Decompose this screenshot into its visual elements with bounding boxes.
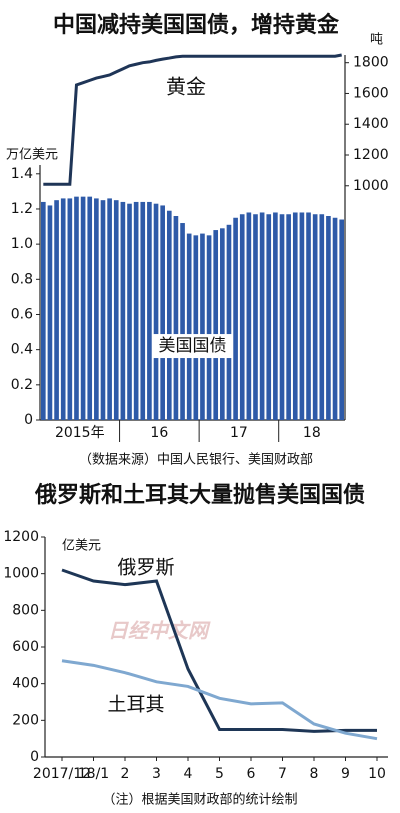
series-label: 俄罗斯 — [117, 557, 174, 579]
y-tick-label: 800 — [12, 602, 39, 618]
bar — [332, 217, 338, 420]
chart-title: 中国减持美国国债，增持黄金 — [53, 12, 340, 38]
bar — [206, 235, 212, 420]
bar — [259, 212, 265, 420]
bar — [40, 201, 46, 420]
y-tick-label: 1.0 — [11, 236, 33, 252]
bar — [339, 219, 345, 420]
bar — [220, 228, 225, 420]
series-label: 黄金 — [166, 75, 206, 99]
bar — [80, 196, 86, 420]
bar — [133, 201, 139, 420]
y-tick-label: 0 — [30, 749, 39, 765]
x-tick-label: 2015年 — [55, 425, 105, 441]
bar — [173, 216, 179, 420]
y-axis-unit: 万亿美元 — [6, 148, 58, 163]
bar — [107, 198, 112, 420]
bar — [200, 233, 205, 420]
y2-tick-label: 1200 — [353, 147, 389, 163]
line — [61, 568, 377, 733]
chart-title: 俄罗斯和土耳其大量抛售美国国债 — [34, 482, 365, 508]
y-tick-label: 0.6 — [11, 306, 33, 322]
note: （注）根据美国财政部的统计绘制 — [102, 792, 297, 808]
y-tick-label: 0.8 — [11, 271, 33, 287]
y-tick-label: 0.4 — [11, 342, 33, 358]
y-tick-label: 0.2 — [11, 377, 33, 393]
y-tick-label: 400 — [12, 676, 39, 692]
y2-axis-unit: 吨 — [370, 33, 383, 48]
bar — [193, 235, 199, 420]
bar — [273, 212, 278, 420]
y-tick-label: 1.4 — [11, 166, 33, 182]
y-tick-label: 0 — [24, 412, 33, 428]
y-tick-label: 1000 — [3, 566, 39, 582]
bar — [239, 214, 245, 420]
x-tick-label: 16 — [150, 425, 168, 441]
source-note: （数据来源）中国人民银行、美国财政部 — [79, 453, 313, 468]
bar — [120, 201, 126, 420]
x-tick-label: 9 — [341, 766, 350, 782]
y-tick-label: 1.2 — [11, 201, 33, 217]
series-label: 美国国债 — [159, 336, 227, 356]
bar — [60, 198, 66, 420]
bar — [140, 201, 146, 420]
bar — [319, 214, 325, 420]
y2-tick-label: 1400 — [353, 116, 389, 132]
x-tick-label: 2 — [121, 766, 130, 782]
bar — [100, 200, 106, 420]
bar — [213, 230, 219, 420]
bar — [312, 214, 318, 420]
bar — [160, 205, 165, 420]
bar — [186, 233, 192, 420]
bar — [127, 203, 132, 420]
y-tick-label: 200 — [12, 712, 39, 728]
bar — [147, 201, 152, 420]
bar — [326, 216, 331, 420]
x-tick-label: 7 — [278, 766, 287, 782]
bar — [87, 196, 93, 420]
x-tick-label: 10 — [368, 766, 386, 782]
x-tick-label: 18/1 — [78, 766, 109, 782]
bar — [113, 200, 119, 420]
bar — [226, 224, 232, 420]
bar — [286, 214, 291, 420]
y-axis-unit: 亿美元 — [62, 539, 101, 554]
line — [43, 53, 342, 186]
bar — [292, 212, 298, 420]
bar — [180, 223, 185, 420]
x-tick-label: 4 — [184, 766, 193, 782]
line — [61, 659, 378, 741]
bar — [253, 214, 258, 420]
x-tick-label: 6 — [247, 766, 256, 782]
bar — [266, 214, 272, 420]
x-tick-label: 5 — [215, 766, 224, 782]
bar — [166, 210, 172, 420]
bar — [74, 196, 79, 420]
bar — [306, 212, 311, 420]
bar — [47, 205, 53, 420]
bar — [299, 212, 305, 420]
x-tick-label: 18 — [303, 425, 321, 441]
y2-tick-label: 1000 — [353, 178, 389, 194]
x-tick-label: 8 — [310, 766, 319, 782]
series-label: 土耳其 — [107, 694, 164, 716]
label-bg — [152, 334, 233, 359]
bar — [54, 200, 59, 420]
watermark: 日经中文网 — [108, 619, 211, 643]
x-tick-label: 3 — [152, 766, 161, 782]
x-tick-label: 17 — [230, 425, 248, 441]
y2-tick-label: 1600 — [353, 85, 389, 101]
y2-tick-label: 1800 — [353, 55, 389, 71]
bar — [233, 217, 238, 420]
y-tick-label: 600 — [12, 639, 39, 655]
bar — [153, 203, 159, 420]
bar — [246, 212, 252, 420]
x-tick-label: 2017/12 — [33, 766, 91, 782]
bar — [279, 214, 285, 420]
bar — [94, 198, 99, 420]
y-tick-label: 1200 — [3, 529, 39, 545]
bar — [67, 198, 73, 420]
